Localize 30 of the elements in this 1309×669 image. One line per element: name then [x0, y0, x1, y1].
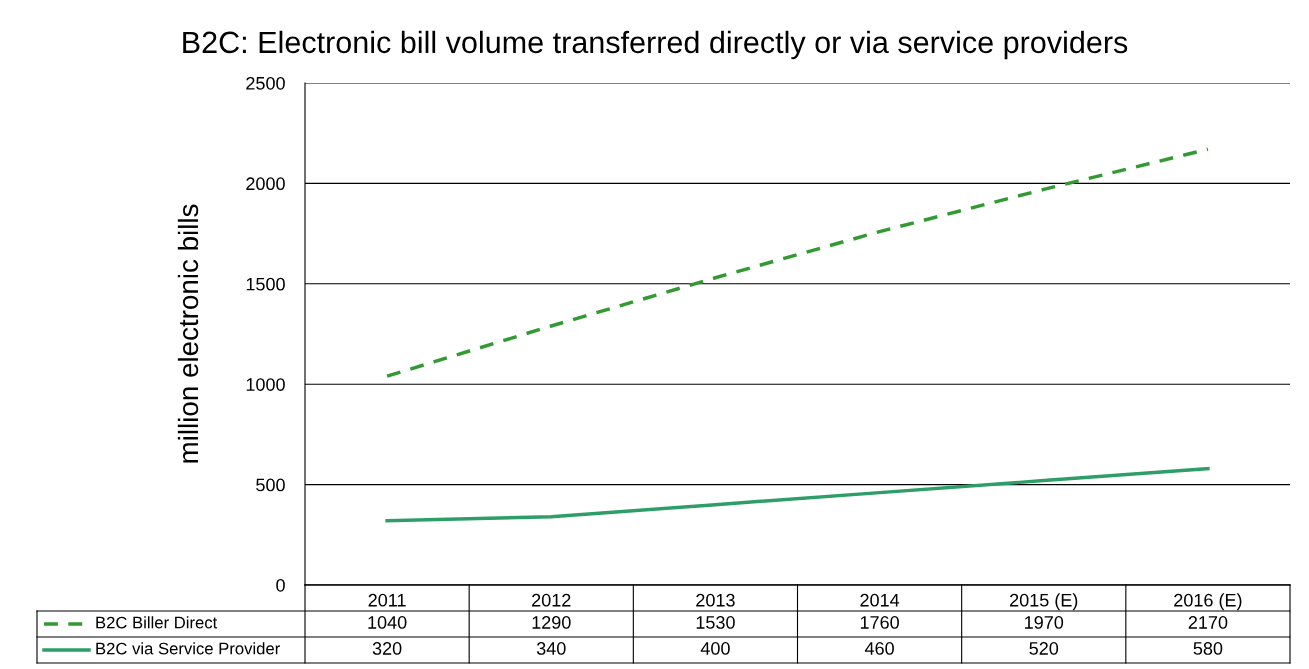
data-label: 580: [1193, 642, 1223, 655]
data-label: 1040: [368, 616, 407, 629]
data-label: 400: [700, 642, 730, 655]
x-tick-label: 2013: [696, 593, 735, 607]
legend-label: B2C via Service Provider: [96, 642, 280, 655]
y-tick-label: 500: [256, 478, 285, 492]
x-tick-label: 2011: [368, 593, 406, 607]
y-axis-title: million electronic bills: [177, 204, 199, 463]
line-series: [385, 466, 1210, 523]
data-label: 1530: [696, 616, 735, 629]
y-tick-label: 1000: [246, 378, 285, 391]
data-label: 320: [372, 642, 402, 655]
x-tick-label: 2016 (E): [1174, 593, 1242, 611]
line-series: [385, 147, 1210, 378]
data-label: 520: [1029, 642, 1059, 655]
data-label: 340: [536, 642, 566, 655]
x-tick-label: 2012: [532, 593, 571, 607]
data-label: 1970: [1025, 616, 1064, 629]
legend-label: B2C Biller Direct: [96, 616, 218, 629]
x-tick-label: 2014: [860, 593, 900, 607]
data-label: 460: [864, 642, 894, 655]
chart-title: B2C: Electronic bill volume transferred directly or via service providers: [183, 30, 1128, 60]
y-tick-label: 1500: [246, 277, 285, 291]
y-tick-label: 2500: [246, 76, 285, 90]
y-tick-label: 2000: [246, 177, 285, 191]
data-label: 1290: [532, 616, 571, 629]
x-tick-label: 2015 (E): [1010, 593, 1078, 611]
y-tick-label: 0: [276, 578, 285, 592]
data-label: 1760: [860, 616, 899, 629]
data-label: 2170: [1188, 616, 1228, 629]
